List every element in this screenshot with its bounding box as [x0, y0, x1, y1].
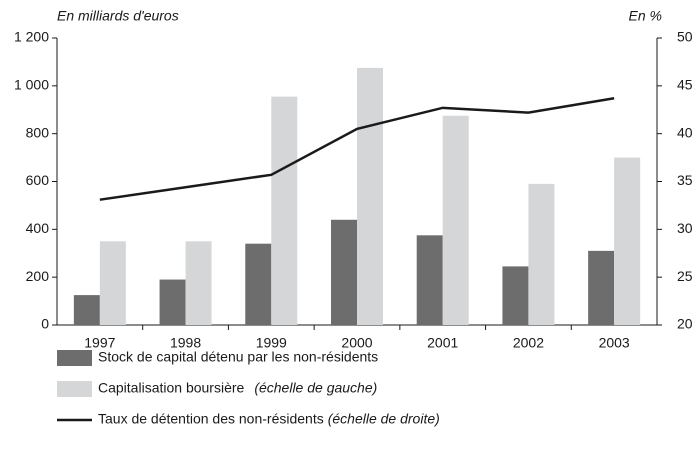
y-tick-label: 200 — [26, 268, 50, 284]
legend-label: Capitalisation boursière — [98, 380, 245, 396]
legend-note: (échelle de gauche) — [254, 380, 377, 396]
bar — [159, 279, 186, 325]
y2-tick-label: 20 — [677, 316, 693, 332]
y2-tick-label: 45 — [677, 77, 693, 93]
legend-swatch — [57, 381, 92, 397]
legend-swatch — [57, 350, 92, 366]
bar — [245, 243, 272, 325]
y2-tick-label: 40 — [677, 124, 693, 140]
bar — [502, 266, 529, 325]
bar — [99, 241, 126, 325]
y2-axis-label: En % — [629, 8, 662, 24]
bar — [73, 295, 100, 325]
y2-tick-label: 35 — [677, 172, 693, 188]
x-tick-label: 1999 — [256, 335, 287, 351]
legend-label: Taux de détention des non-résidents — [98, 411, 324, 427]
y-tick-label: 400 — [26, 220, 50, 236]
x-tick-label: 1997 — [84, 335, 115, 351]
bar — [357, 67, 383, 325]
y-tick-label: 600 — [26, 172, 50, 188]
x-tick-label: 1998 — [170, 335, 201, 351]
x-tick-label: 2002 — [513, 335, 544, 351]
bar — [528, 183, 555, 325]
legend-label: Stock de capital détenu par les non-rési… — [98, 349, 378, 365]
line — [99, 97, 615, 201]
x-tick-label: 2001 — [427, 335, 458, 351]
bar — [614, 157, 641, 325]
bar — [442, 115, 469, 326]
bar — [331, 219, 357, 325]
y2-tick-label: 50 — [677, 29, 693, 45]
legend-note: (échelle de droite) — [328, 411, 440, 427]
y-tick-label: 1 200 — [14, 29, 49, 45]
bar — [271, 96, 298, 326]
y-tick-label: 800 — [26, 124, 50, 140]
y-axis-label: En milliards d'euros — [57, 8, 179, 24]
bar — [588, 250, 615, 325]
x-tick-label: 2003 — [599, 335, 630, 351]
y-tick-label: 0 — [41, 316, 49, 332]
bar — [185, 241, 212, 325]
y2-tick-label: 25 — [677, 268, 693, 284]
y-tick-label: 1 000 — [14, 77, 49, 93]
bar — [416, 235, 443, 325]
y2-tick-label: 30 — [677, 220, 693, 236]
x-tick-label: 2000 — [341, 335, 372, 351]
